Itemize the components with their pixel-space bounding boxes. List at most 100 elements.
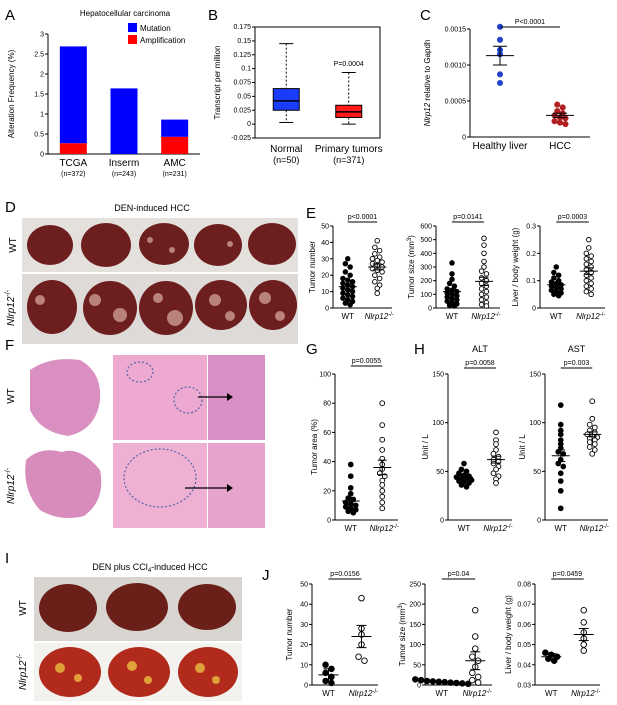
chart-e3-point-0-11 bbox=[548, 287, 555, 293]
chart-g-point-0-13 bbox=[350, 509, 357, 516]
chart-j2-ytick-label-1: 50 bbox=[413, 662, 421, 669]
chart-h1-point-0-12 bbox=[466, 480, 472, 486]
chart-e1-point-0-0 bbox=[345, 256, 351, 262]
chart-c-point-1-9 bbox=[562, 120, 569, 128]
chart-j2-point-0-9 bbox=[464, 680, 472, 688]
photo-f-label-wt: WT bbox=[6, 388, 17, 404]
chart-e2-point-1-17 bbox=[478, 301, 485, 308]
chart-h1-point-0-2 bbox=[463, 468, 470, 475]
chart-j2-point-0-3 bbox=[429, 678, 437, 685]
chart-h2-pvalue: p=0.003 bbox=[564, 360, 590, 367]
photo-d-label-wt: WT bbox=[8, 237, 19, 253]
chart-e2-point-0-3 bbox=[446, 280, 453, 287]
histology-ko-highmag bbox=[208, 443, 265, 528]
chart-b-ytick-label-7: 0.15 bbox=[237, 38, 251, 45]
chart-h1-point-1-10 bbox=[493, 466, 499, 473]
chart-e1-point-1-13 bbox=[379, 269, 385, 275]
chart-e2-ytick-label-5: 500 bbox=[420, 237, 432, 244]
histology-ko-midmag bbox=[113, 443, 207, 528]
chart-e1-point-1-14 bbox=[372, 272, 378, 278]
chart-g-point-1-10 bbox=[379, 482, 386, 488]
chart-g-point-0-2 bbox=[347, 485, 354, 491]
chart-e1-point-1-5 bbox=[369, 256, 376, 262]
chart-h2-point-0-12 bbox=[557, 470, 564, 477]
chart-e2-ytick-label-6: 600 bbox=[420, 224, 432, 231]
chart-a-ytick-label-6: 3 bbox=[40, 32, 44, 39]
chart-e1-point-1-16 bbox=[372, 279, 378, 285]
chart-h2-point-0-15 bbox=[557, 505, 564, 512]
chart-j2-ytick-label-3: 150 bbox=[409, 622, 421, 629]
panel-label-a: A bbox=[5, 7, 15, 24]
chart-j3-point-1-5 bbox=[580, 647, 588, 654]
chart-j3-ytick-label-1: 0.04 bbox=[517, 662, 531, 669]
chart-a-bar-amplification-0 bbox=[59, 143, 87, 154]
panel-label-b: B bbox=[208, 7, 218, 24]
chart-a-bar-mutation-0 bbox=[59, 46, 87, 144]
chart-c-ytick-label-2: 0.0010 bbox=[445, 63, 467, 70]
chart-e2-ylabel: Tumor size (mm3) bbox=[407, 235, 416, 299]
chart-g-point-0-12 bbox=[345, 508, 352, 515]
chart-h1: 0 50 100 150 WT Nlrp12-/- p=0.0058 Unit / L ALT bbox=[421, 344, 513, 533]
histology-ko-lowmag bbox=[25, 450, 102, 518]
chart-h1-ylabel: Unit / L bbox=[421, 434, 430, 460]
photo-panel-f: WT Nlrp12-/- bbox=[5, 355, 265, 528]
chart-j3: 0.03 0.04 0.05 0.06 0.07 0.08 WT Nlrp12-/- p=0.0… bbox=[504, 571, 600, 698]
chart-a-legend: Mutation Amplification bbox=[128, 23, 185, 45]
chart-j2-point-1-7 bbox=[474, 673, 482, 681]
chart-e3-point-0-3 bbox=[551, 275, 557, 281]
chart-j2-point-1-2 bbox=[472, 645, 479, 652]
chart-a-legend-label-0: Mutation bbox=[140, 24, 171, 33]
photo-d-label-ko: Nlrp12-/- bbox=[5, 289, 17, 326]
chart-e1-category-0: WT bbox=[342, 312, 355, 321]
chart-e2-point-1-3 bbox=[481, 258, 487, 265]
chart-c-point-1-7 bbox=[551, 118, 558, 125]
chart-a-ytick-label-5: 2.5 bbox=[34, 52, 44, 59]
chart-e3-point-1-1 bbox=[586, 245, 592, 251]
chart-e1-point-1-19 bbox=[374, 290, 381, 296]
panel-label-j: J bbox=[262, 567, 270, 584]
chart-a-legend-swatch-0 bbox=[128, 23, 137, 32]
chart-j1-ytick-label-2: 20 bbox=[300, 642, 308, 649]
chart-g-ytick-label-3: 60 bbox=[323, 430, 331, 437]
chart-e1-point-0-20 bbox=[342, 300, 349, 306]
chart-e3-point-0-2 bbox=[555, 272, 562, 278]
chart-e2-ytick-label-4: 400 bbox=[420, 251, 432, 258]
chart-e1-ytick-label-5: 50 bbox=[321, 224, 329, 231]
chart-b-ylabel: Transcript per million bbox=[213, 46, 222, 120]
chart-h2-point-1-14 bbox=[591, 447, 598, 453]
chart-e3-point-1-13 bbox=[588, 280, 594, 287]
chart-g-point-1-3 bbox=[379, 447, 386, 453]
panel-label-i: I bbox=[5, 550, 9, 567]
chart-e3-point-1-17 bbox=[588, 291, 594, 298]
chart-j2-category-0: WT bbox=[436, 689, 449, 698]
chart-e3-category-1: Nlrp12-/- bbox=[576, 312, 605, 321]
chart-e1-point-0-15 bbox=[345, 292, 351, 298]
chart-c-ytick-label-1: 0.0005 bbox=[445, 99, 467, 106]
chart-a-sublabel-0: (n=372) bbox=[61, 171, 85, 178]
chart-c-point-0-5 bbox=[496, 79, 504, 87]
chart-j2-ylabel: Tumor size (mm3) bbox=[398, 602, 407, 666]
chart-e2: 0 100 200 300 400 500 600 WT Nlrp12-/- p=0.0141 Tu… bbox=[407, 214, 501, 321]
chart-j3-point-0-0 bbox=[542, 649, 549, 656]
chart-g-point-0-0 bbox=[347, 461, 354, 468]
chart-j2-ytick-label-5: 250 bbox=[409, 582, 421, 589]
photo-i-label-wt: WT bbox=[18, 600, 29, 616]
chart-b-sublabel-0: (n=50) bbox=[273, 155, 299, 165]
chart-j1-point-0-0 bbox=[322, 661, 329, 669]
chart-j1-category-1: Nlrp12-/- bbox=[349, 689, 378, 698]
chart-b-pvalue: P=0.0004 bbox=[334, 61, 364, 68]
chart-a-legend-swatch-1 bbox=[128, 35, 137, 44]
chart-e2-point-1-6 bbox=[483, 271, 490, 277]
chart-e2-point-1-13 bbox=[478, 291, 485, 298]
chart-j2-point-1-8 bbox=[469, 676, 476, 684]
chart-h2-title: AST bbox=[568, 344, 586, 354]
chart-h2-ytick-label-0: 0 bbox=[537, 518, 541, 525]
chart-j1-category-0: WT bbox=[322, 689, 335, 698]
chart-h1-point-0-14 bbox=[463, 484, 470, 490]
panel-d-title: DEN-induced HCC bbox=[114, 203, 190, 213]
chart-j2-category-1: Nlrp12-/- bbox=[463, 689, 492, 698]
chart-g-pvalue: p=0.0055 bbox=[352, 358, 381, 365]
chart-j3-point-1-4 bbox=[580, 641, 588, 648]
chart-j1-point-0-5 bbox=[328, 679, 335, 687]
chart-e1-point-1-1 bbox=[372, 244, 378, 251]
